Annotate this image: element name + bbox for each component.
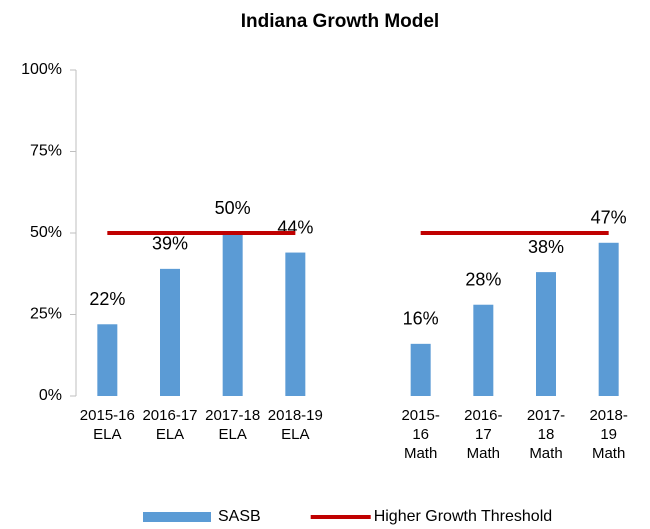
x-tick-label: 2016-17 ELA — [142, 407, 198, 443]
x-tick-label: 2018-19 ELA — [267, 407, 323, 443]
bar — [285, 252, 306, 396]
data-label: 28% — [465, 269, 501, 289]
bar — [473, 304, 494, 396]
bar — [536, 272, 556, 396]
legend-label: SASB — [218, 508, 261, 525]
x-tick-label: 2015-16 Math — [401, 407, 440, 462]
data-label: 39% — [152, 234, 188, 254]
legend-swatch — [143, 512, 211, 522]
data-label: 16% — [403, 309, 439, 329]
x-tick-label: 2016-17 Math — [464, 407, 503, 462]
x-tick-label: 2015-16 ELA — [79, 407, 135, 443]
bar — [97, 324, 118, 396]
y-tick-label: 100% — [21, 61, 62, 78]
bar — [160, 268, 180, 396]
chart-title: Indiana Growth Model — [241, 11, 439, 32]
bar — [598, 242, 619, 396]
data-label: 38% — [528, 237, 564, 257]
legend-label: Higher Growth Threshold — [374, 508, 552, 525]
y-tick-label: 25% — [30, 306, 62, 323]
x-tick-label: 2017-18 ELA — [205, 407, 261, 443]
data-label: 47% — [591, 208, 627, 228]
bar — [410, 343, 431, 396]
y-tick-label: 50% — [30, 224, 62, 241]
data-label: 22% — [89, 289, 125, 309]
data-label: 50% — [215, 198, 251, 218]
y-tick-label: 0% — [39, 387, 62, 404]
y-tick-label: 75% — [30, 143, 62, 160]
x-tick-label: 2018-19 Math — [589, 407, 628, 462]
x-tick-label: 2017-18 Math — [526, 407, 566, 462]
bar — [222, 233, 243, 396]
